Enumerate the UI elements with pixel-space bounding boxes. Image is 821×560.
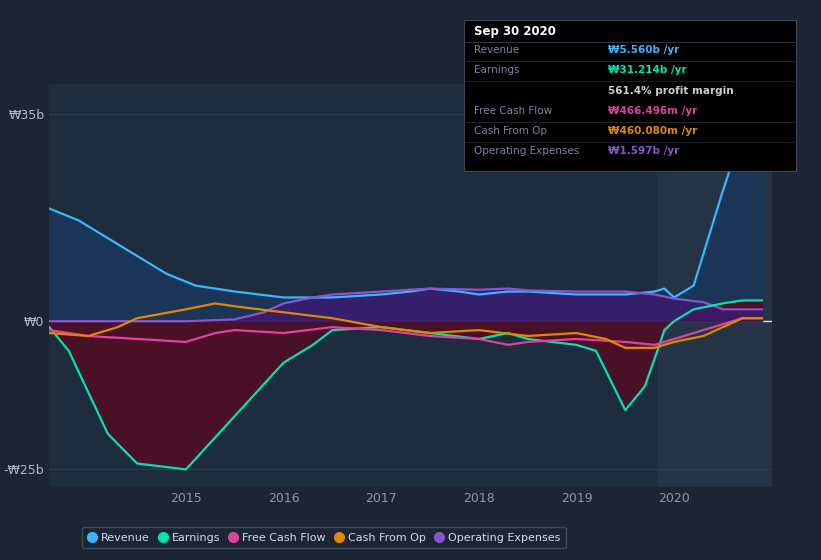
Text: ₩466.496m /yr: ₩466.496m /yr xyxy=(608,106,697,116)
Text: Sep 30 2020: Sep 30 2020 xyxy=(474,25,556,38)
Text: ₩460.080m /yr: ₩460.080m /yr xyxy=(608,126,697,136)
Text: ₩31.214b /yr: ₩31.214b /yr xyxy=(608,66,686,76)
Text: ₩5.560b /yr: ₩5.560b /yr xyxy=(608,45,679,55)
Text: Free Cash Flow: Free Cash Flow xyxy=(474,106,552,116)
Text: Operating Expenses: Operating Expenses xyxy=(474,146,579,156)
Text: 561.4% profit margin: 561.4% profit margin xyxy=(608,86,733,96)
Text: Earnings: Earnings xyxy=(474,66,519,76)
Bar xyxy=(657,84,821,487)
Text: Revenue: Revenue xyxy=(474,45,519,55)
Text: Cash From Op: Cash From Op xyxy=(474,126,547,136)
Text: ₩1.597b /yr: ₩1.597b /yr xyxy=(608,146,679,156)
Legend: Revenue, Earnings, Free Cash Flow, Cash From Op, Operating Expenses: Revenue, Earnings, Free Cash Flow, Cash … xyxy=(81,527,566,548)
